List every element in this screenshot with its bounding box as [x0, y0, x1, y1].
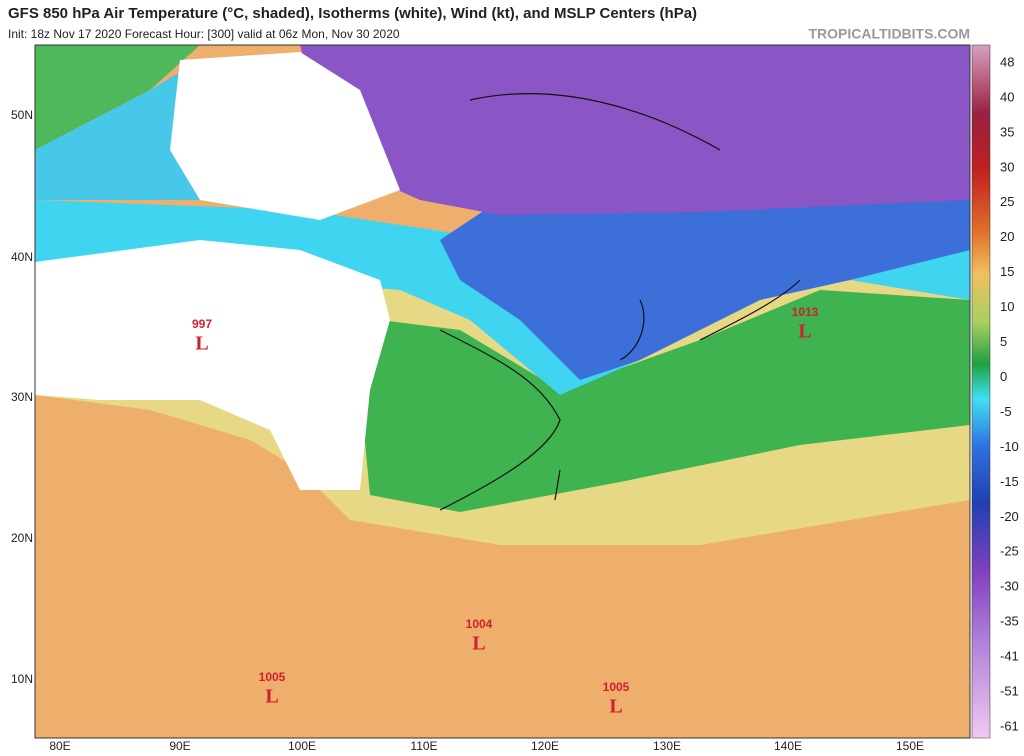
lat-label: 40N [11, 250, 33, 264]
lon-label: 130E [653, 739, 681, 753]
colorbar-label: 5 [1000, 334, 1007, 349]
colorbar-label: 25 [1000, 194, 1014, 209]
colorbar-label: -20 [1000, 509, 1019, 524]
colorbar-label: -5 [1000, 404, 1012, 419]
colorbar-label: 35 [1000, 124, 1014, 139]
colorbar-label: 0 [1000, 369, 1007, 384]
lat-label: 20N [11, 531, 33, 545]
labels: 50N 40N 30N 20N 10N 80E 90E 100E 110E 120E 130E 140… [11, 54, 1019, 753]
low-symbol: L [265, 686, 278, 708]
colorbar-label: -61 [1000, 718, 1019, 733]
colorbar-label: -35 [1000, 614, 1019, 629]
colorbar-label: -15 [1000, 474, 1019, 489]
lat-label: 10N [11, 672, 33, 686]
pressure-value: 1013 [792, 305, 819, 319]
pressure-value: 1005 [259, 670, 286, 684]
low-symbol: L [798, 321, 811, 343]
lon-label: 90E [169, 739, 190, 753]
colorbar-label: 48 [1000, 54, 1014, 69]
map [35, 45, 970, 738]
low-symbol: L [472, 633, 485, 655]
lat-label: 30N [11, 390, 33, 404]
colorbar-label: 15 [1000, 264, 1014, 279]
lon-label: 140E [774, 739, 802, 753]
lon-label: 80E [49, 739, 70, 753]
credit: TROPICALTIDBITS.COM [808, 26, 970, 42]
colorbar-label: -51 [1000, 683, 1019, 698]
lon-label: 150E [896, 739, 924, 753]
lon-label: 100E [288, 739, 316, 753]
lon-label: 120E [531, 739, 559, 753]
colorbar-label: 20 [1000, 229, 1014, 244]
pressure-value: 1004 [466, 617, 493, 631]
low-symbol: L [195, 333, 208, 355]
lat-label: 50N [11, 108, 33, 122]
title: GFS 850 hPa Air Temperature (°C, shaded)… [8, 5, 697, 22]
colorbar-label: -30 [1000, 579, 1019, 594]
colorbar-label: 40 [1000, 89, 1014, 104]
colorbar-label: -41 [1000, 649, 1019, 664]
colorbar-label: 30 [1000, 159, 1014, 174]
pressure-value: 997 [192, 317, 212, 331]
colorbar-label: -10 [1000, 439, 1019, 454]
colorbar-label: 10 [1000, 299, 1014, 314]
low-symbol: L [609, 696, 622, 718]
lon-label: 110E [410, 739, 437, 753]
subtitle: Init: 18z Nov 17 2020 Forecast Hour: [30… [8, 27, 400, 41]
colorbar-label: -25 [1000, 544, 1019, 559]
pressure-value: 1005 [603, 680, 630, 694]
